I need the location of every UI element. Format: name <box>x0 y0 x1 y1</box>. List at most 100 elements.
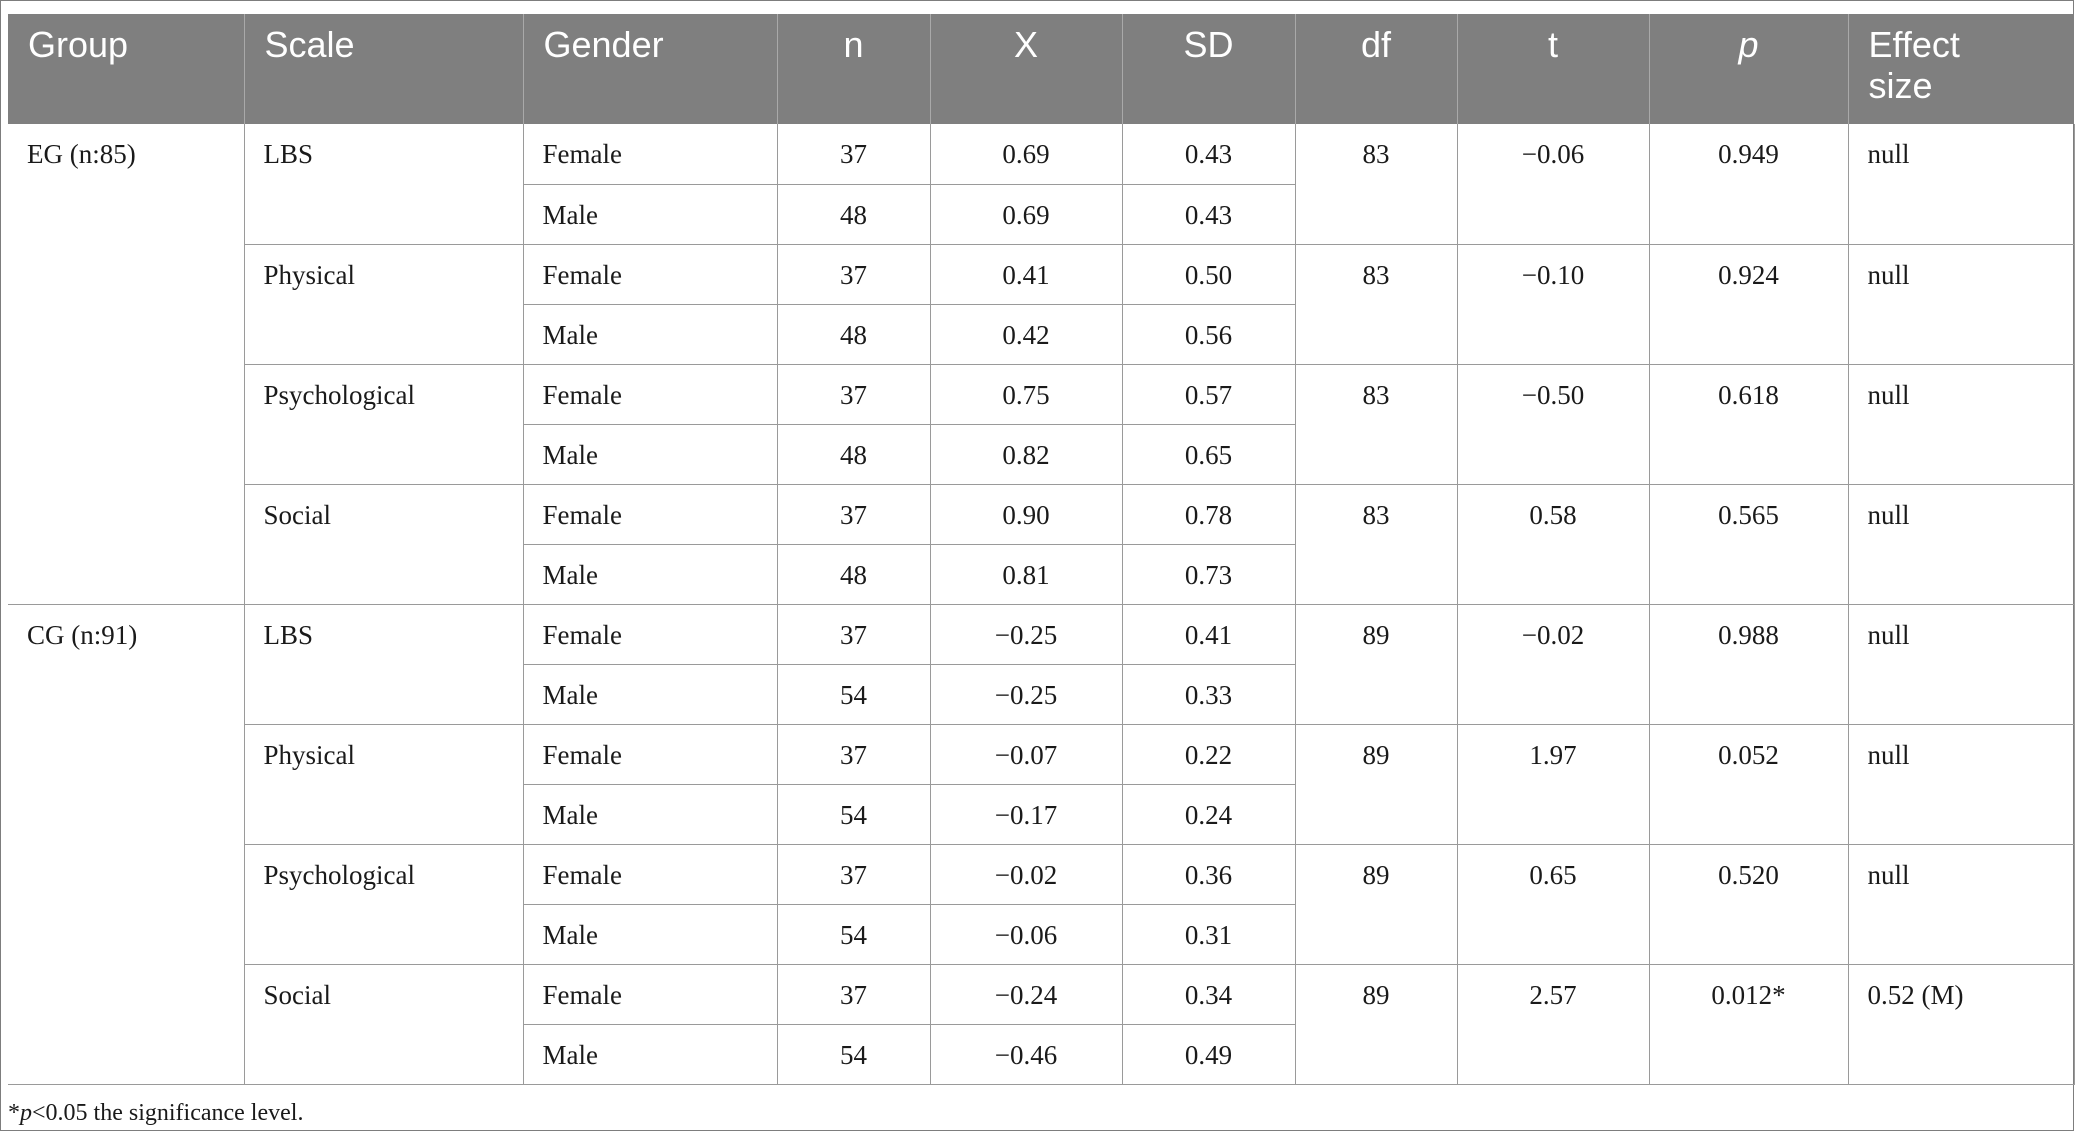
footnote-star: * <box>8 1100 20 1126</box>
header-x: X <box>929 14 1122 124</box>
p-cell-text: 0.924 <box>1718 259 1779 290</box>
table-row: Social Female 37 −0.24 0.34 89 2.57 0.012* 0.52 … <box>8 963 2075 1085</box>
sd-cell: 0.31 <box>1121 903 1296 965</box>
n-cell: 54 <box>776 783 931 845</box>
gender-cell: Female <box>522 603 778 665</box>
t-cell: −0.50 <box>1456 363 1650 485</box>
x-cell: −0.25 <box>929 603 1123 665</box>
n-cell-text: 54 <box>840 679 867 710</box>
scale-cell-text: LBS <box>263 139 314 169</box>
p-cell: 0.988 <box>1648 603 1849 725</box>
n-cell-text: 37 <box>840 859 867 890</box>
n-cell-text: 54 <box>840 919 867 950</box>
effect-size-cell-text: 0.52 (M) <box>1867 979 1964 1010</box>
gender-cell-text: Male <box>542 1039 598 1070</box>
effect-size-cell: 0.52 (M) <box>1847 963 2075 1085</box>
n-cell: 48 <box>776 183 931 245</box>
table-row: EG (n:85) LBS Female 37 0.69 0.43 83 −0.06 0.949… <box>8 124 2075 605</box>
n-cell-text: 37 <box>840 259 867 290</box>
t-cell-text: 1.97 <box>1529 739 1577 770</box>
sd-cell: 0.65 <box>1121 423 1296 485</box>
gender-cell-text: Female <box>542 499 622 530</box>
table-row: Social Female 37 0.90 0.78 83 0.58 0.565 null <box>8 483 2075 605</box>
effect-size-cell-text: null <box>1867 619 1910 650</box>
p-cell-text: 0.618 <box>1718 379 1779 410</box>
gender-cell-text: Female <box>542 619 622 650</box>
sd-cell: 0.73 <box>1121 543 1296 605</box>
t-cell: −0.02 <box>1456 603 1650 725</box>
sd-cell-text: 0.73 <box>1184 559 1233 590</box>
df-cell: 89 <box>1294 963 1458 1085</box>
header-n: n <box>776 14 930 124</box>
n-cell-text: 37 <box>840 139 867 169</box>
n-cell-text: 37 <box>840 739 867 770</box>
p-cell: 0.052 <box>1648 723 1849 845</box>
scale-cell: Social <box>244 483 524 605</box>
effect-size-cell: null <box>1847 124 2075 245</box>
sd-cell-text: 0.34 <box>1184 979 1233 1010</box>
header-effect-line2: size <box>1868 65 1933 106</box>
table-body: EG (n:85) LBS Female 37 0.69 0.43 83 −0.06 0.949… <box>8 124 2075 1085</box>
table-header: Group Scale Gender n X SD df t p Effect s… <box>8 14 2074 124</box>
n-cell-text: 48 <box>840 319 867 350</box>
df-cell-text: 83 <box>1362 379 1390 410</box>
sd-cell-text: 0.36 <box>1184 859 1233 890</box>
n-cell-text: 54 <box>840 799 867 830</box>
effect-size-cell-text: null <box>1867 859 1910 890</box>
df-cell: 83 <box>1294 363 1458 485</box>
sd-cell-text: 0.31 <box>1184 919 1233 950</box>
x-cell-text: −0.25 <box>994 619 1058 650</box>
n-cell-text: 37 <box>840 979 867 1010</box>
sd-cell-text: 0.65 <box>1184 439 1233 470</box>
x-cell-text: 0.90 <box>1002 499 1050 530</box>
sd-cell-text: 0.24 <box>1184 799 1233 830</box>
x-cell: 0.82 <box>929 423 1123 485</box>
x-cell-text: 0.42 <box>1002 319 1050 350</box>
table-row: Physical Female 37 0.41 0.50 83 −0.10 0.924 null <box>8 243 2075 365</box>
x-cell: 0.90 <box>929 483 1123 545</box>
p-cell-text: 0.949 <box>1718 139 1779 169</box>
t-cell-text: −0.02 <box>1521 619 1585 650</box>
x-cell-text: −0.25 <box>994 679 1058 710</box>
n-cell: 37 <box>776 723 931 785</box>
x-cell: −0.46 <box>929 1023 1123 1085</box>
effect-size-cell: null <box>1847 363 2075 485</box>
x-cell: −0.17 <box>929 783 1123 845</box>
df-cell-text: 83 <box>1362 139 1390 169</box>
df-cell-text: 89 <box>1362 619 1390 650</box>
gender-cell: Male <box>523 1023 778 1085</box>
gender-cell-text: Female <box>542 259 622 290</box>
x-cell-text: 0.81 <box>1002 559 1050 590</box>
df-cell: 83 <box>1294 483 1458 605</box>
n-cell: 54 <box>776 663 931 725</box>
x-cell-text: −0.06 <box>994 919 1058 950</box>
sd-cell: 0.49 <box>1121 1023 1296 1085</box>
df-cell-text: 89 <box>1362 859 1390 890</box>
sd-cell-text: 0.57 <box>1184 379 1233 410</box>
table-row: Psychological Female 37 −0.02 0.36 89 0.65 0.52… <box>8 843 2075 965</box>
sd-cell: 0.36 <box>1121 843 1296 905</box>
x-cell-text: 0.82 <box>1002 439 1050 470</box>
t-cell-text: 2.57 <box>1529 979 1577 1010</box>
sd-cell-text: 0.43 <box>1184 199 1233 230</box>
n-cell-text: 37 <box>840 379 867 410</box>
x-cell: −0.24 <box>929 963 1123 1025</box>
table-row: Male 54 −0.17 0.24 <box>8 783 2074 845</box>
n-cell: 54 <box>776 903 931 965</box>
table-row: Male 48 0.81 0.73 <box>8 543 2074 605</box>
effect-size-cell: null <box>1847 483 2075 605</box>
n-cell: 37 <box>776 963 931 1025</box>
n-cell-text: 48 <box>840 559 867 590</box>
n-cell: 37 <box>776 243 931 305</box>
scale-cell-text: Physical <box>263 739 356 770</box>
table-row: CG (n:91) LBS Female 37 −0.25 0.41 89 −0.02 0.98… <box>8 603 2075 1085</box>
x-cell-text: 0.69 <box>1002 199 1050 230</box>
sd-cell: 0.24 <box>1121 783 1296 845</box>
gender-cell: Female <box>522 723 778 785</box>
scale-cell-text: LBS <box>263 619 314 650</box>
p-cell: 0.012* <box>1648 963 1849 1085</box>
header-df: df <box>1294 14 1457 124</box>
header-p: p <box>1648 14 1848 124</box>
x-cell: 0.69 <box>929 183 1123 245</box>
scale-cell: Physical <box>244 723 524 845</box>
